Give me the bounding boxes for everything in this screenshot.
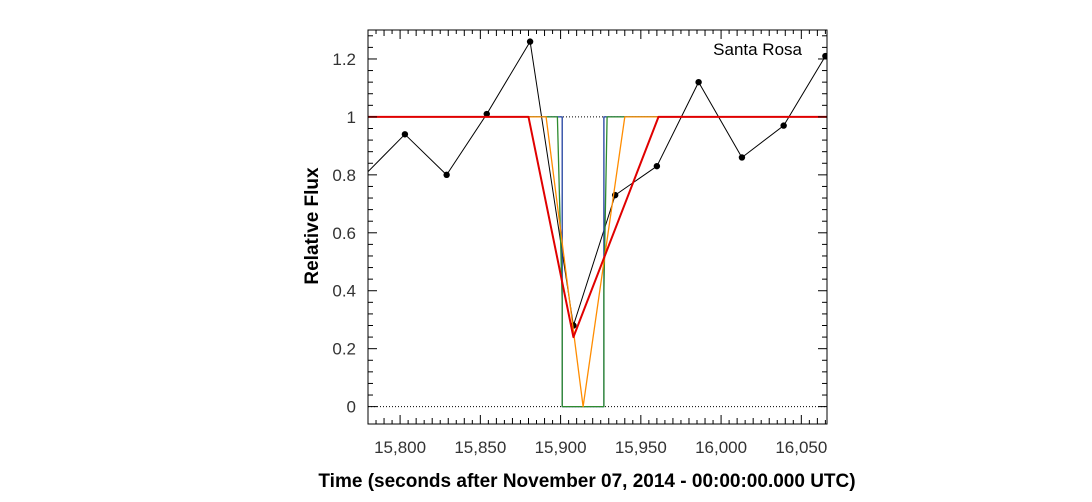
data-point-observed bbox=[653, 162, 661, 170]
y-axis-title: Relative Flux bbox=[302, 167, 323, 285]
x-axis-title: Time (seconds after November 07, 2014 - … bbox=[318, 471, 855, 492]
y-tick-label: 0.4 bbox=[332, 282, 356, 301]
chart-annotation: Santa Rosa bbox=[713, 40, 802, 59]
data-point-observed bbox=[738, 154, 746, 161]
series-line-observed bbox=[368, 41, 826, 326]
data-point-observed bbox=[695, 78, 702, 86]
plot-area bbox=[368, 38, 827, 408]
data-point-observed bbox=[780, 122, 787, 129]
y-tick-label: 1.2 bbox=[332, 50, 356, 69]
y-tick-label: 1 bbox=[347, 108, 356, 127]
y-tick-label: 0 bbox=[347, 398, 356, 417]
data-point-observed bbox=[822, 52, 827, 60]
x-tick-label: 15,900 bbox=[535, 438, 587, 457]
y-tick-label: 0.2 bbox=[332, 340, 356, 359]
data-point-observed bbox=[401, 131, 409, 138]
x-tick-label: 16,050 bbox=[775, 438, 827, 457]
x-tick-label: 15,850 bbox=[454, 438, 506, 457]
series-line-diffraction-model bbox=[368, 116, 827, 408]
data-point-observed bbox=[526, 38, 534, 45]
y-tick-label: 0.8 bbox=[332, 166, 356, 185]
x-tick-label: 16,000 bbox=[695, 438, 747, 457]
data-point-observed bbox=[483, 110, 490, 118]
data-point-observed bbox=[443, 171, 450, 179]
y-tick-label: 0.6 bbox=[332, 224, 356, 243]
plot-frame bbox=[367, 29, 828, 425]
plot-series-group bbox=[368, 38, 827, 408]
series-line-fitted-model bbox=[368, 115, 827, 339]
axes: 0 0.2 0.4 0.6 0.8 1 1.2 15,800 15,850 15,900 15,95… bbox=[332, 29, 828, 457]
x-tick-label: 15,800 bbox=[374, 438, 426, 457]
x-tick-label: 15,950 bbox=[615, 438, 667, 457]
